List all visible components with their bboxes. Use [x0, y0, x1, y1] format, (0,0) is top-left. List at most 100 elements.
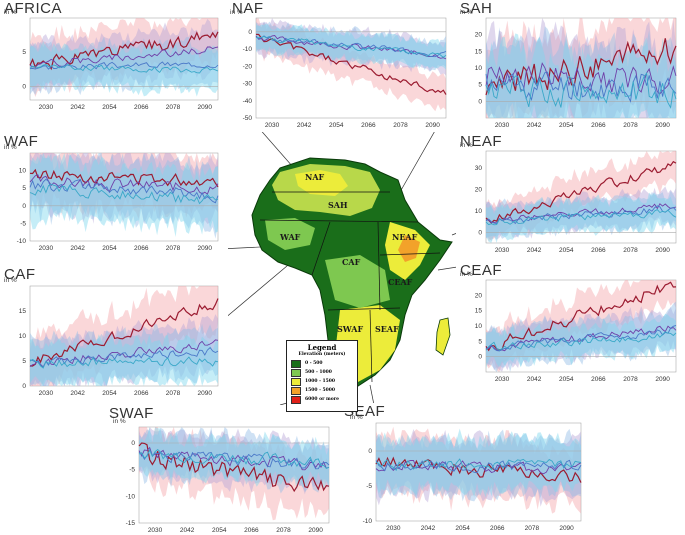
region-label: SEAF	[375, 324, 399, 334]
series-line-blue	[29, 178, 219, 204]
y-tick-label: 5	[22, 358, 26, 365]
x-tick-label: 2042	[70, 104, 85, 111]
panel-seaf: SEAF in % -10 -5 0 2030 2042 2054 2066 2078 2090	[340, 403, 590, 535]
plot-frame	[138, 426, 330, 524]
west-mixed	[265, 218, 315, 250]
x-tick-label: 2042	[70, 245, 85, 252]
series-line-red	[485, 281, 677, 352]
legend-swatch	[291, 395, 301, 404]
map-svg: NAF SAH WAF CAF NEAF CEAF SWAF SEAF	[251, 157, 453, 389]
y-tick-label: 10	[475, 65, 483, 72]
legend-swatch	[291, 368, 301, 377]
y-tick-label: 15	[475, 308, 483, 315]
x-tick-label: 2090	[198, 245, 213, 252]
region-label: NAF	[305, 172, 325, 182]
x-tick-label: 2030	[495, 376, 510, 383]
x-tick-label: 2054	[559, 247, 574, 254]
band-red	[139, 427, 329, 521]
x-tick-label: 2090	[198, 104, 213, 111]
series-line-blue	[485, 324, 677, 352]
chart-swaf: in % -15 -10 -5 0 2030 2042 2054 2066 2078 2090	[113, 418, 330, 534]
region-border	[369, 309, 373, 383]
x-tick-label: 2030	[39, 245, 54, 252]
plot-frame	[255, 17, 447, 119]
series-line-purple	[375, 459, 582, 475]
legend-title: Legend	[307, 343, 337, 352]
legend-label: 0 - 500	[305, 361, 323, 366]
plot-frame	[485, 150, 677, 244]
series-line-purple	[485, 62, 677, 95]
band-red	[256, 18, 446, 112]
band-blue	[376, 428, 581, 502]
band-purple	[30, 18, 218, 92]
central-mixed	[325, 255, 390, 308]
legend-entry: 500 - 1000	[287, 368, 357, 377]
x-tick-label: 2030	[148, 527, 163, 534]
x-tick-label: 2054	[102, 390, 117, 397]
series-line-blue	[138, 448, 330, 470]
x-tick-label: 2066	[591, 247, 606, 254]
band-blue	[486, 190, 676, 239]
x-tick-label: 2042	[527, 122, 542, 129]
panel-ceaf: CEAF in % 0 5 10 15 20 2030 2042 2054 2066 2078 209…	[456, 262, 685, 390]
plot-frame	[29, 17, 219, 101]
series-line-cyan	[138, 448, 330, 469]
panel-africa: AFRICA in % 0 5 2030 2042 2054 2066 2078 2090	[0, 0, 228, 120]
series-line-cyan	[29, 356, 219, 369]
y-tick-label: 10	[19, 333, 27, 340]
y-tick-label: 0	[368, 448, 372, 455]
x-tick-label: 2054	[102, 245, 117, 252]
y-tick-label: 0	[478, 229, 482, 236]
panel-naf: NAF in % -50 -40 -30 -20 -10 0 2030 2042 2054 2066…	[228, 0, 456, 132]
panel-sah: SAH in % 0 5 10 15 20 2030 2042 2054 2066 2078 2090	[456, 0, 685, 135]
series-line-cyan	[29, 64, 219, 74]
x-tick-label: 2078	[166, 104, 181, 111]
y-tick-label: 10	[475, 323, 483, 330]
panel-swaf: SWAF in % -15 -10 -5 0 2030 2042 2054 2066 2078 20…	[105, 405, 335, 535]
region-label: NEAF	[392, 232, 418, 242]
panel-neaf: NEAF in % 0 10 20 30 2030 2042 2054 2066 2078 2090	[456, 133, 685, 260]
panel-title: AFRICA	[4, 0, 63, 17]
y-tick-label: -15	[126, 520, 136, 527]
region-label: CAF	[342, 257, 361, 267]
series-line-cyan	[29, 183, 219, 205]
series-line-blue	[29, 61, 219, 70]
region-label: SAH	[328, 200, 348, 210]
series-line-red	[485, 38, 677, 96]
y-tick-label: 10	[19, 168, 27, 175]
x-tick-label: 2090	[655, 247, 670, 254]
x-tick-label: 2030	[386, 525, 401, 532]
x-tick-label: 2078	[166, 390, 181, 397]
chart-ceaf: in % 0 5 10 15 20 2030 2042 2054 2066 2078 2090	[460, 271, 677, 383]
x-tick-label: 2054	[102, 104, 117, 111]
x-tick-label: 2054	[559, 122, 574, 129]
y-tick-label: 15	[19, 308, 27, 315]
x-tick-label: 2042	[297, 122, 312, 129]
y-tick-label: 20	[475, 32, 483, 39]
x-tick-label: 2066	[490, 525, 505, 532]
region-border	[377, 221, 381, 311]
x-tick-label: 2066	[244, 527, 259, 534]
x-tick-label: 2066	[134, 390, 149, 397]
plot-frame	[375, 422, 582, 522]
region-border	[259, 219, 419, 223]
plot-frame	[485, 17, 677, 119]
y-tick-label: -5	[366, 483, 372, 490]
y-tick-label: 0	[478, 98, 482, 105]
axis-y-label: in %	[230, 9, 243, 16]
series-line-red	[138, 442, 330, 493]
panel-title: CEAF	[460, 262, 503, 279]
legend-swatch	[291, 386, 301, 395]
x-tick-label: 2042	[180, 527, 195, 534]
x-tick-label: 2042	[421, 525, 436, 532]
axis-y-label: in %	[4, 277, 17, 284]
axis-y-label: in %	[460, 9, 473, 16]
legend-entry: 1500 - 5000	[287, 386, 357, 395]
x-tick-label: 2066	[134, 104, 149, 111]
panel-title: WAF	[4, 133, 39, 150]
legend-entry: 0 - 500	[287, 359, 357, 368]
series-line-red	[255, 33, 447, 95]
x-tick-label: 2078	[166, 245, 181, 252]
band-blue	[486, 301, 676, 372]
